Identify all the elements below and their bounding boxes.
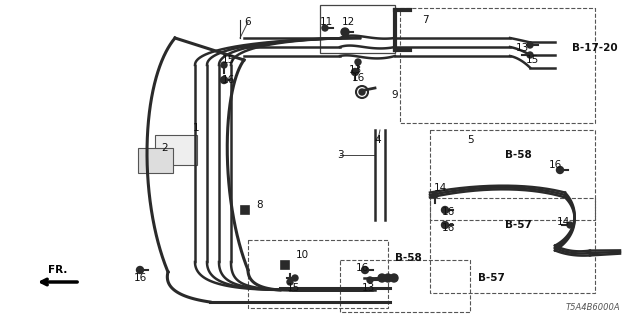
- Circle shape: [390, 274, 398, 282]
- Text: 15: 15: [525, 55, 539, 65]
- Circle shape: [527, 52, 533, 58]
- Circle shape: [355, 59, 361, 65]
- Bar: [155, 135, 197, 165]
- Text: 14: 14: [556, 217, 570, 227]
- Circle shape: [221, 76, 227, 84]
- Text: B-57: B-57: [478, 273, 505, 283]
- Bar: [400, 8, 595, 123]
- Text: 8: 8: [257, 200, 263, 210]
- Bar: [281, 261, 289, 269]
- Text: 16: 16: [442, 207, 454, 217]
- Text: 16: 16: [548, 160, 562, 170]
- Circle shape: [384, 274, 392, 282]
- Text: 2: 2: [162, 143, 168, 153]
- Text: 13: 13: [362, 283, 374, 293]
- Circle shape: [442, 206, 449, 213]
- Text: 16: 16: [221, 75, 235, 85]
- Bar: [430, 130, 595, 220]
- Text: T5A4B6000A: T5A4B6000A: [565, 303, 620, 312]
- Text: 11: 11: [319, 17, 333, 27]
- Bar: [138, 148, 173, 173]
- Bar: [340, 260, 470, 312]
- Circle shape: [527, 42, 533, 48]
- Circle shape: [136, 267, 143, 274]
- Circle shape: [221, 62, 227, 68]
- Text: 3: 3: [337, 150, 343, 160]
- Text: 16: 16: [351, 73, 365, 83]
- Text: 16: 16: [355, 263, 369, 273]
- Text: 16: 16: [442, 223, 454, 233]
- Circle shape: [362, 267, 369, 274]
- Text: 7: 7: [422, 15, 428, 25]
- Circle shape: [378, 274, 386, 282]
- Circle shape: [567, 222, 573, 228]
- Bar: [241, 206, 249, 214]
- Text: B-58: B-58: [505, 150, 532, 160]
- Text: 15: 15: [221, 55, 235, 65]
- Text: B-17-20: B-17-20: [572, 43, 618, 53]
- Circle shape: [442, 221, 449, 228]
- Text: B-58: B-58: [395, 253, 422, 263]
- Text: 13: 13: [348, 65, 362, 75]
- Text: 10: 10: [296, 250, 308, 260]
- Circle shape: [351, 68, 358, 76]
- Circle shape: [287, 279, 293, 285]
- Text: 1: 1: [193, 123, 199, 133]
- Text: 16: 16: [133, 273, 147, 283]
- Circle shape: [432, 192, 438, 198]
- Bar: [248, 240, 388, 308]
- Circle shape: [322, 25, 328, 31]
- Bar: [320, 5, 395, 53]
- Circle shape: [341, 28, 349, 36]
- Text: 12: 12: [341, 17, 355, 27]
- Bar: [430, 198, 595, 293]
- Text: 4: 4: [374, 135, 381, 145]
- Text: B-57: B-57: [505, 220, 532, 230]
- Text: 13: 13: [515, 43, 529, 53]
- Circle shape: [292, 275, 298, 281]
- Circle shape: [367, 277, 373, 283]
- Text: 15: 15: [286, 283, 300, 293]
- Text: 9: 9: [392, 90, 398, 100]
- Circle shape: [557, 166, 563, 173]
- Circle shape: [359, 89, 365, 95]
- Text: 14: 14: [433, 183, 447, 193]
- Text: FR.: FR.: [48, 265, 67, 275]
- Text: 6: 6: [244, 17, 252, 27]
- Text: 5: 5: [467, 135, 474, 145]
